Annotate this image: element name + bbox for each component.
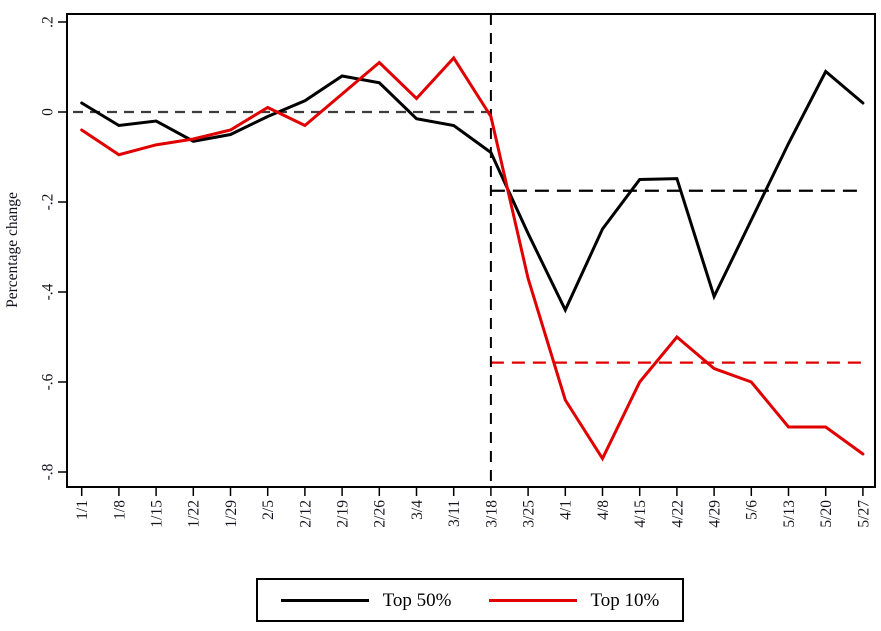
plot-frame bbox=[66, 13, 876, 488]
series-line-top-10 bbox=[80, 55, 865, 462]
y-tick-label: .2 bbox=[39, 16, 56, 28]
legend-line-sample-top-50 bbox=[280, 598, 369, 602]
x-tick-label: 2/26 bbox=[372, 500, 389, 528]
x-tick-label: 1/15 bbox=[149, 500, 166, 528]
x-tick-label: 2/12 bbox=[297, 500, 314, 528]
y-tick-label: -.8 bbox=[39, 463, 56, 480]
legend-line-sample-top-10 bbox=[488, 598, 577, 602]
x-tick-label: 1/8 bbox=[111, 500, 128, 520]
legend-entry-top-50: Top 50% bbox=[280, 589, 452, 611]
x-tick-label: 3/4 bbox=[409, 500, 426, 520]
y-tick-label: 0 bbox=[39, 108, 56, 116]
series-line-top-50 bbox=[80, 69, 865, 314]
chart-canvas: .2 0 -.2 -.4 -.6 -.8 1/1 1/8 1/15 1/22 1/29 2/5 2/12… bbox=[4, 13, 876, 528]
x-tick-label: 1/22 bbox=[186, 500, 203, 528]
x-tick-label: 4/15 bbox=[632, 500, 649, 528]
x-tick-label: 1/29 bbox=[223, 500, 240, 528]
x-tick-label: 1/1 bbox=[74, 500, 91, 520]
y-tick-label: -.2 bbox=[39, 194, 56, 211]
line-chart: .2 0 -.2 -.4 -.6 -.8 1/1 1/8 1/15 1/22 1/29 2/5 2/12… bbox=[4, 13, 876, 528]
x-tick-label: 5/27 bbox=[855, 500, 872, 528]
y-tick-label: -.6 bbox=[39, 373, 56, 390]
legend-label-top-10: Top 10% bbox=[590, 589, 660, 611]
y-tick-label: -.4 bbox=[39, 283, 56, 300]
x-tick-label: 2/19 bbox=[335, 500, 352, 528]
legend: Top 50% Top 10% bbox=[256, 578, 684, 622]
y-axis-title: Percentage change bbox=[4, 192, 21, 308]
x-tick-label: 4/22 bbox=[669, 500, 686, 528]
legend-label-top-50: Top 50% bbox=[382, 589, 452, 611]
x-tick-label: 2/5 bbox=[260, 500, 277, 520]
x-tick-label: 4/1 bbox=[558, 500, 575, 520]
x-tick-label: 4/29 bbox=[707, 500, 724, 528]
legend-entry-top-10: Top 10% bbox=[488, 589, 660, 611]
x-tick-label: 5/20 bbox=[818, 500, 835, 528]
x-tick-label: 5/13 bbox=[781, 500, 798, 528]
x-tick-label: 3/18 bbox=[483, 500, 500, 528]
x-tick-label: 4/8 bbox=[595, 500, 612, 520]
x-tick-label: 3/25 bbox=[521, 500, 538, 528]
x-tick-label: 3/11 bbox=[446, 500, 463, 527]
x-tick-label: 5/6 bbox=[744, 500, 761, 520]
